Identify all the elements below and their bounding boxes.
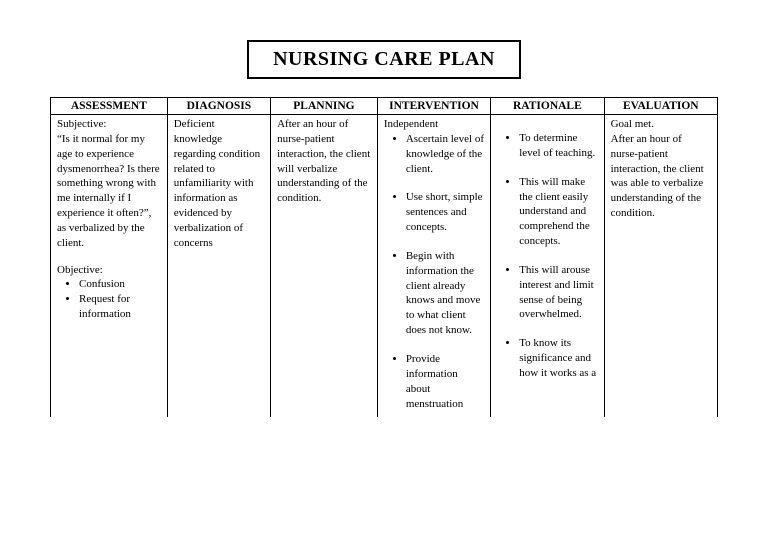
table-header-row: ASSESSMENT DIAGNOSIS PLANNING INTERVENTI… bbox=[51, 98, 718, 115]
list-item: To know its significance and how it work… bbox=[519, 336, 597, 381]
subjective-text: “Is it normal for my age to experience d… bbox=[57, 132, 161, 251]
list-item: To determine level of teaching. bbox=[519, 131, 597, 161]
header-rationale: RATIONALE bbox=[491, 98, 604, 115]
cell-planning: After an hour of nurse-patient interacti… bbox=[271, 115, 378, 418]
cell-evaluation: Goal met. After an hour of nurse-patient… bbox=[604, 115, 717, 418]
header-diagnosis: DIAGNOSIS bbox=[167, 98, 270, 115]
header-intervention: INTERVENTION bbox=[377, 98, 490, 115]
header-evaluation: EVALUATION bbox=[604, 98, 717, 115]
list-item: This will make the client easily underst… bbox=[519, 175, 597, 249]
header-assessment: ASSESSMENT bbox=[51, 98, 168, 115]
list-item: This will arouse interest and limit sens… bbox=[519, 263, 597, 322]
care-plan-table: ASSESSMENT DIAGNOSIS PLANNING INTERVENTI… bbox=[50, 97, 718, 417]
objective-list: Confusion Request for information bbox=[57, 277, 161, 322]
header-planning: PLANNING bbox=[271, 98, 378, 115]
list-item: Begin with information the client alread… bbox=[406, 249, 484, 338]
cell-intervention: Independent Ascertain level of knowledge… bbox=[377, 115, 490, 418]
page-title: NURSING CARE PLAN bbox=[247, 40, 521, 79]
table-row: Subjective: “Is it normal for my age to … bbox=[51, 115, 718, 418]
list-item: Ascertain level of knowledge of the clie… bbox=[406, 132, 484, 177]
objective-label: Objective: bbox=[57, 263, 161, 278]
intervention-list: Ascertain level of knowledge of the clie… bbox=[384, 132, 484, 412]
cell-rationale: To determine level of teaching. This wil… bbox=[491, 115, 604, 418]
cell-diagnosis: Deficient knowledge regarding condition … bbox=[167, 115, 270, 418]
list-item: Provide information about menstruation bbox=[406, 352, 484, 411]
list-item: Confusion bbox=[79, 277, 161, 292]
rationale-list: To determine level of teaching. This wil… bbox=[497, 131, 597, 381]
evaluation-goal: Goal met. bbox=[611, 117, 711, 132]
list-item: Use short, simple sentences and concepts… bbox=[406, 190, 484, 235]
intervention-label: Independent bbox=[384, 117, 484, 132]
subjective-label: Subjective: bbox=[57, 117, 161, 132]
list-item: Request for information bbox=[79, 292, 161, 322]
evaluation-text: After an hour of nurse-patient interacti… bbox=[611, 132, 711, 221]
title-container: NURSING CARE PLAN bbox=[50, 40, 718, 79]
cell-assessment: Subjective: “Is it normal for my age to … bbox=[51, 115, 168, 418]
